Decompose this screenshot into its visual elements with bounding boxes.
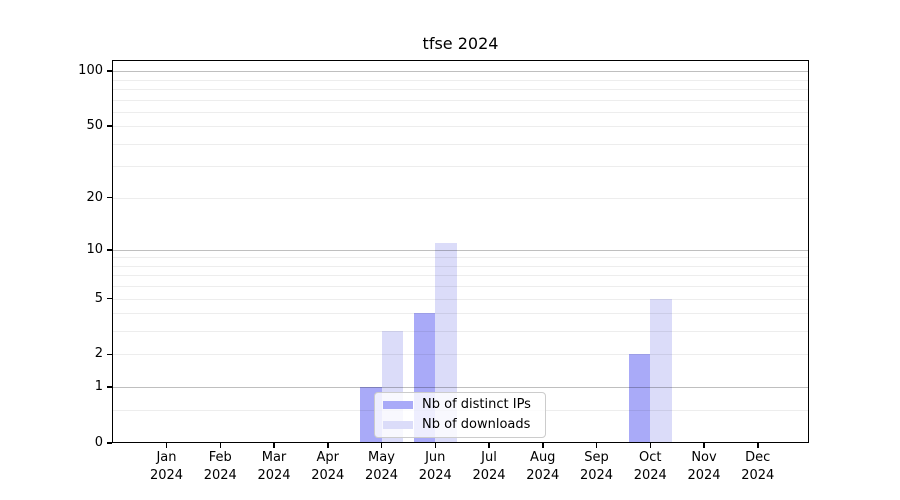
- legend: Nb of distinct IPs Nb of downloads: [374, 392, 546, 438]
- minor-gridline: [112, 257, 809, 259]
- major-gridline: [112, 387, 809, 389]
- x-tick-year: 2024: [311, 467, 345, 483]
- minor-gridline: [112, 197, 809, 199]
- x-tick-label-feb: Feb 2024: [180, 449, 260, 484]
- minor-gridline: [112, 298, 809, 300]
- minor-gridline: [112, 354, 809, 356]
- x-tick-year: 2024: [579, 467, 614, 483]
- x-tick-year: 2024: [687, 467, 721, 483]
- x-tick-label-sep: Sep 2024: [557, 449, 637, 484]
- x-tick-year: 2024: [364, 467, 399, 483]
- x-tick-year: 2024: [418, 467, 452, 483]
- minor-gridline: [112, 331, 809, 333]
- minor-gridline: [112, 143, 809, 145]
- x-tick-mark: [542, 443, 544, 448]
- x-tick-month: Feb: [208, 450, 232, 465]
- x-tick-mark: [703, 443, 705, 448]
- legend-swatch-distinct-ips: [383, 400, 413, 410]
- legend-label-downloads: Nb of downloads: [422, 417, 531, 432]
- x-tick-year: 2024: [472, 467, 506, 483]
- x-tick-month: Jul: [481, 450, 497, 465]
- x-tick-label-apr: Apr 2024: [288, 449, 368, 484]
- x-tick-label-may: May 2024: [342, 449, 422, 484]
- y-tick-label: 5: [94, 290, 103, 306]
- minor-gridline: [112, 265, 809, 267]
- x-tick-mark: [757, 443, 759, 448]
- legend-label-distinct-ips: Nb of distinct IPs: [422, 397, 531, 412]
- legend-item-downloads: Nb of downloads: [383, 417, 537, 433]
- major-gridline: [112, 71, 809, 73]
- x-tick-label-jul: Jul 2024: [449, 449, 529, 484]
- x-tick-label-oct: Oct 2024: [610, 449, 690, 484]
- y-tick-label: 2: [94, 346, 103, 362]
- y-tick-mark: [107, 442, 112, 444]
- minor-gridline: [112, 313, 809, 315]
- y-tick-mark: [107, 125, 112, 127]
- x-tick-mark: [434, 443, 436, 448]
- x-tick-year: 2024: [257, 467, 291, 483]
- x-tick-mark: [273, 443, 275, 448]
- minor-gridline: [112, 79, 809, 81]
- x-tick-month: Oct: [639, 450, 662, 465]
- x-tick-year: 2024: [203, 467, 237, 483]
- x-tick-label-mar: Mar 2024: [234, 449, 314, 484]
- y-tick-label: 1: [94, 379, 103, 395]
- y-tick-label: 10: [86, 241, 103, 257]
- x-tick-label-aug: Aug 2024: [503, 449, 583, 484]
- x-tick-month: Mar: [261, 450, 287, 465]
- bar-oct-downloads: [650, 298, 672, 443]
- minor-gridline: [112, 111, 809, 113]
- legend-item-distinct-ips: Nb of distinct IPs: [383, 397, 537, 413]
- x-tick-year: 2024: [526, 467, 560, 483]
- x-tick-month: Sep: [584, 450, 609, 465]
- y-tick-label: 20: [86, 189, 103, 205]
- y-tick-mark: [107, 353, 112, 356]
- x-tick-month: Apr: [316, 450, 340, 465]
- minor-gridline: [112, 88, 809, 90]
- x-tick-label-jun: Jun 2024: [395, 449, 475, 484]
- y-tick-mark: [107, 196, 112, 199]
- x-tick-label-dec: Dec 2024: [718, 449, 798, 484]
- major-gridline: [112, 249, 809, 251]
- x-tick-mark: [165, 443, 168, 448]
- x-tick-mark: [649, 443, 651, 448]
- x-tick-month: Jan: [156, 450, 177, 465]
- y-tick-mark: [107, 70, 112, 72]
- x-tick-month: Nov: [691, 450, 717, 465]
- x-tick-mark: [219, 443, 221, 448]
- x-tick-year: 2024: [741, 467, 775, 483]
- x-tick-mark: [327, 443, 329, 448]
- x-tick-year: 2024: [633, 467, 667, 483]
- bar-oct-distinct-ips: [628, 354, 651, 443]
- y-tick-mark: [107, 249, 112, 251]
- minor-gridline: [112, 286, 809, 288]
- minor-gridline: [112, 99, 809, 101]
- x-tick-year: 2024: [149, 467, 184, 483]
- x-tick-label-jan: Jan 2024: [127, 449, 207, 484]
- plot-area: [112, 60, 809, 443]
- legend-swatch-downloads: [383, 420, 413, 430]
- x-tick-mark: [595, 443, 598, 448]
- minor-gridline: [112, 126, 809, 128]
- x-tick-month: Jun: [425, 450, 446, 465]
- y-tick-label: 100: [78, 63, 103, 79]
- y-tick-mark: [107, 386, 112, 388]
- x-tick-mark: [488, 443, 490, 448]
- chart-title: tfse 2024: [422, 34, 499, 53]
- minor-gridline: [112, 166, 809, 168]
- x-tick-month: Dec: [745, 450, 771, 465]
- y-tick-mark: [107, 297, 112, 300]
- minor-gridline: [112, 275, 809, 277]
- x-tick-mark: [380, 443, 383, 448]
- x-tick-label-nov: Nov 2024: [664, 449, 744, 484]
- y-tick-label: 50: [86, 118, 103, 134]
- x-tick-month: Aug: [530, 450, 556, 465]
- y-tick-label: 0: [94, 435, 103, 450]
- x-tick-month: May: [368, 450, 395, 465]
